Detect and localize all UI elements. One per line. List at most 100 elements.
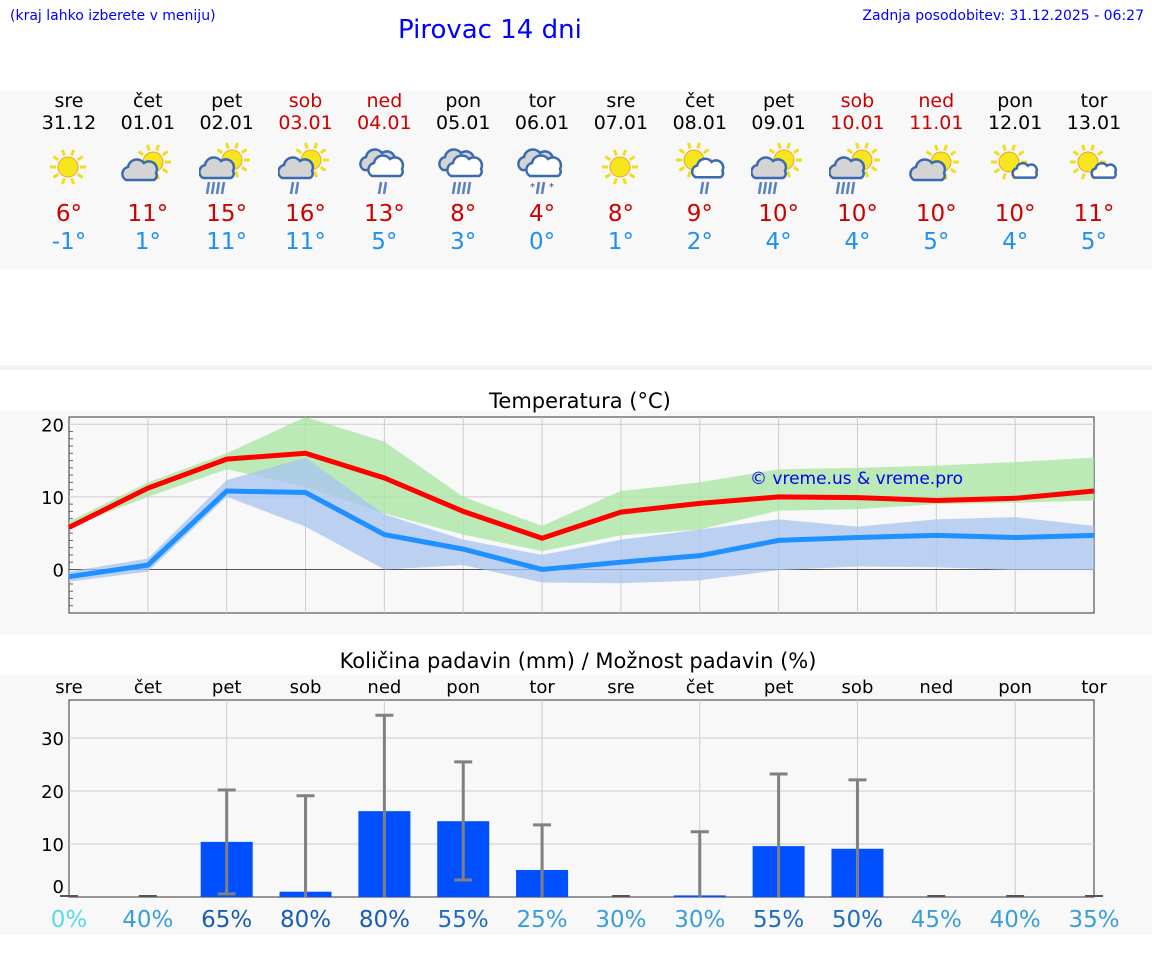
raindrop: [466, 181, 472, 195]
snowflake: *: [530, 182, 535, 193]
sun-ray: [622, 177, 627, 185]
raindrop: [378, 181, 383, 195]
sun-ray: [1002, 172, 1007, 180]
sun-ray: [61, 177, 66, 185]
raindrop: [294, 181, 299, 195]
sun-cloud-light-rain-icon: [277, 142, 329, 195]
cloud-rain-icon: [438, 148, 484, 195]
sun-small-cloud-icon: [991, 144, 1039, 180]
sun-ray: [224, 142, 230, 150]
cloud-shape: [909, 158, 947, 182]
day-column: sob 03.01 16° 11°: [266, 90, 346, 256]
chart-title: Temperatura (°C): [488, 389, 671, 413]
raindrop: [461, 181, 467, 195]
min-temp: 4°: [765, 229, 792, 255]
y-tick-label: 0: [53, 560, 64, 581]
day-name: sob: [840, 90, 875, 112]
sun-ray: [295, 148, 302, 155]
y-tick-label: 30: [41, 729, 64, 750]
sun-ray: [993, 150, 1001, 157]
raindrop: [762, 181, 767, 195]
min-temp: 11°: [285, 229, 326, 255]
precip-probability: 80%: [280, 907, 331, 933]
day-label: sre: [607, 677, 634, 698]
day-column: čet 01.01 11° 1°: [108, 90, 188, 256]
sun-ray: [604, 172, 612, 179]
day-column: sre 31.12 6° -1°: [29, 90, 109, 256]
y-tick-label: 10: [41, 835, 64, 856]
day-date: 07.01: [593, 112, 649, 134]
sun-ray: [312, 170, 318, 178]
day-label: sob: [290, 677, 322, 698]
cloud-shape: [446, 154, 484, 178]
day-label: čet: [686, 677, 714, 698]
raindrop: [289, 181, 294, 195]
cloud-shape: [1090, 162, 1118, 179]
sun-ray: [678, 165, 685, 172]
sun-ray: [871, 148, 878, 155]
page-title: Pirovac 14 dni: [398, 15, 582, 45]
sun-disc: [609, 156, 631, 178]
day-date: 04.01: [357, 112, 412, 134]
precip-probability: 55%: [753, 907, 804, 933]
max-temp: 10°: [994, 201, 1036, 227]
min-temp: -1°: [51, 229, 87, 255]
day-column: pon 12.01 10° 4°: [975, 90, 1055, 256]
sun-ray: [216, 148, 223, 155]
precip-probability: 35%: [1068, 907, 1119, 933]
sun-ray: [792, 148, 800, 155]
day-label: pon: [446, 677, 480, 698]
sun-ray: [1072, 150, 1080, 157]
raindrop: [220, 181, 225, 195]
sun-ray: [233, 142, 239, 150]
icon-group: [121, 144, 171, 182]
precip-probability: 55%: [438, 907, 489, 933]
y-tick-label: 10: [41, 488, 64, 509]
day-column: sob 10.01 10° 4°: [817, 90, 897, 256]
day-name: čet: [684, 90, 715, 112]
raindrop: [451, 181, 457, 195]
day-name: tor: [1080, 90, 1108, 112]
precip-probability: 50%: [832, 907, 883, 933]
sun-ray: [1081, 172, 1086, 180]
precip-probability: 25%: [517, 907, 568, 933]
sun-ray: [871, 165, 878, 172]
cloud-shape: [121, 158, 158, 182]
sun-ray: [628, 155, 636, 162]
min-range-band: [69, 457, 1094, 584]
day-column: ned 11.01 10° 5°: [896, 90, 976, 256]
sun-ray: [1002, 144, 1007, 152]
min-temp-line: [68, 488, 1095, 580]
sun-ray: [1096, 150, 1104, 157]
day-date: 11.01: [909, 112, 964, 134]
raindrop: [767, 181, 772, 195]
sun-ray: [70, 149, 75, 157]
raindrop: [846, 181, 851, 195]
day-column: pet 02.01 15° 11°: [187, 90, 267, 256]
raindrop: [772, 181, 777, 195]
sun-ray: [855, 142, 861, 150]
sun-cloud-icon: [121, 144, 171, 182]
day-name: čet: [133, 90, 163, 112]
day-name: ned: [918, 90, 955, 112]
max-temp: 8°: [450, 201, 477, 227]
raindrop: [456, 181, 462, 195]
min-temp: 5°: [1080, 229, 1108, 255]
min-temp: 5°: [923, 229, 950, 255]
sun-cloud-icon: [909, 144, 960, 182]
y-tick-label: 0: [53, 877, 64, 898]
icon-group: [1070, 144, 1118, 180]
sun-ray: [792, 165, 800, 172]
sun-cloud-rain-icon: [198, 142, 250, 195]
sun-ray: [145, 144, 151, 152]
sun-ray: [137, 150, 145, 157]
sun-ray: [161, 150, 169, 157]
max-temp: 16°: [285, 201, 326, 227]
min-temp: 4°: [1002, 229, 1029, 255]
max-temp: 15°: [206, 201, 248, 227]
day-label: sob: [842, 677, 874, 698]
sun-ray: [950, 167, 957, 174]
sun-ray: [864, 170, 870, 178]
day-label: pet: [212, 677, 242, 698]
sun-ray: [847, 148, 854, 155]
